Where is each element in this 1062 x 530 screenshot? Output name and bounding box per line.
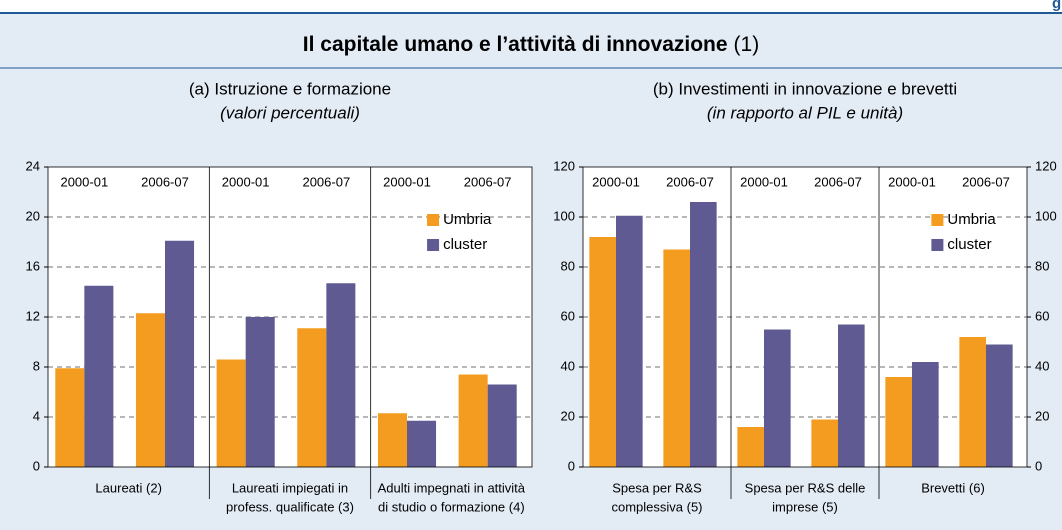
group-label: Adulti impegnati in attività <box>378 480 526 495</box>
title-main: Il capitale umano e l’attività di innova… <box>303 33 728 56</box>
plot-area <box>48 167 532 467</box>
bar <box>912 362 939 467</box>
bar <box>838 324 865 467</box>
y-tick-label: 20 <box>561 408 575 423</box>
bar <box>245 317 275 467</box>
legend-swatch <box>427 214 440 226</box>
period-label: 2000-01 <box>888 174 936 189</box>
bar <box>690 202 717 467</box>
panel-subtitle: (in rapporto al PIL e unità) <box>707 103 903 122</box>
panel-title: (b) Investimenti in innovazione e brevet… <box>653 79 957 98</box>
y2-tick-label: 20 <box>1035 408 1049 423</box>
plot-frame <box>47 166 533 468</box>
bar <box>165 240 195 467</box>
period-label: 2000-01 <box>592 174 640 189</box>
bar <box>959 337 986 467</box>
y-tick-label: 16 <box>26 258 40 273</box>
y-tick-label: 80 <box>561 258 575 273</box>
period-label: 2000-01 <box>740 174 788 189</box>
figure-title: Il capitale umano e l’attività di innova… <box>303 33 759 56</box>
bar <box>663 249 690 467</box>
bar <box>986 344 1013 467</box>
bar <box>216 359 246 467</box>
bar <box>616 215 643 467</box>
bar <box>84 285 114 467</box>
bar <box>377 413 407 467</box>
group-label: imprese (5) <box>772 499 838 514</box>
legend-swatch <box>931 214 944 226</box>
group-label: Brevetti (6) <box>921 480 985 495</box>
period-label: 2006-07 <box>141 174 189 189</box>
period-label: 2000-01 <box>222 174 270 189</box>
y-tick-label: 4 <box>33 408 40 423</box>
legend-swatch <box>931 239 944 251</box>
y2-tick-label: 60 <box>1035 308 1049 323</box>
legend-label: cluster <box>443 236 487 253</box>
y-tick-label: 0 <box>33 458 40 473</box>
period-label: 2006-07 <box>962 174 1010 189</box>
group-label: di studio o formazione (4) <box>378 499 525 514</box>
y-tick-label: 20 <box>26 208 40 223</box>
y2-tick-label: 80 <box>1035 258 1049 273</box>
period-label: 2006-07 <box>464 174 512 189</box>
bar <box>297 328 327 467</box>
bar <box>737 427 764 467</box>
legend-swatch <box>427 239 440 251</box>
group-label: Laureati impiegati in <box>232 480 348 495</box>
period-label: 2006-07 <box>666 174 714 189</box>
y-tick-label: 40 <box>561 358 575 373</box>
bar <box>326 283 356 467</box>
bar <box>55 368 85 467</box>
y-tick-label: 120 <box>553 158 575 173</box>
panel-title: (a) Istruzione e formazione <box>189 79 391 98</box>
group-label: Spesa per R&S delle <box>745 480 866 495</box>
y2-tick-label: 100 <box>1035 208 1057 223</box>
group-label: Laureati (2) <box>95 480 161 495</box>
group-label: profess. qualificate (3) <box>226 499 354 514</box>
group-label: Spesa per R&S <box>612 480 702 495</box>
legend-label: cluster <box>947 236 991 253</box>
bar <box>811 419 838 467</box>
figure-tag: g <box>1052 0 1061 12</box>
y-tick-label: 100 <box>553 208 575 223</box>
bar <box>135 313 165 467</box>
y2-tick-label: 120 <box>1035 158 1057 173</box>
y-tick-label: 8 <box>33 358 40 373</box>
top-strip <box>0 0 1062 12</box>
period-label: 2006-07 <box>302 174 350 189</box>
bar <box>407 420 437 467</box>
bar <box>589 237 616 467</box>
y-tick-label: 12 <box>26 308 40 323</box>
bar <box>487 384 517 467</box>
bar <box>458 374 488 467</box>
y2-tick-label: 40 <box>1035 358 1049 373</box>
period-label: 2000-01 <box>60 174 108 189</box>
y2-tick-label: 0 <box>1035 458 1042 473</box>
y-tick-label: 24 <box>26 158 40 173</box>
period-label: 2000-01 <box>383 174 431 189</box>
panel-subtitle: (valori percentuali) <box>220 103 360 122</box>
plot-frame <box>582 166 1028 468</box>
y-tick-label: 60 <box>561 308 575 323</box>
y-tick-label: 0 <box>568 458 575 473</box>
period-label: 2006-07 <box>814 174 862 189</box>
title-note: (1) <box>734 33 760 56</box>
legend-label: Umbria <box>947 211 996 228</box>
legend-label: Umbria <box>443 211 492 228</box>
bar <box>764 329 791 467</box>
bar <box>885 377 912 467</box>
group-label: complessiva (5) <box>611 499 702 514</box>
